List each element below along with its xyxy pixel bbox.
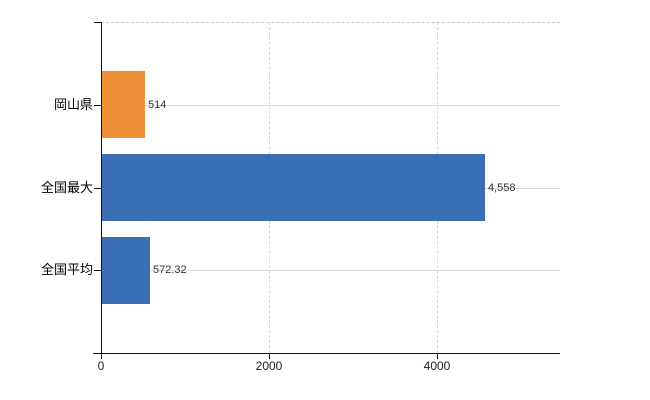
bar	[102, 154, 485, 221]
y-axis-end-tick	[94, 22, 101, 23]
plot-top-border	[101, 22, 560, 23]
x-axis-tick-label: 4000	[423, 359, 451, 373]
x-axis-line	[93, 353, 560, 354]
bar-value-label: 514	[148, 99, 167, 111]
y-axis-tick	[94, 105, 101, 106]
y-axis-label: 全国平均	[40, 262, 93, 277]
bar-value-label: 4,558	[488, 182, 516, 194]
bar-value-label: 572.32	[153, 264, 187, 276]
y-axis-line	[101, 22, 102, 354]
x-axis-tick-label: 2000	[255, 359, 283, 373]
x-axis-tick	[269, 354, 270, 359]
x-axis-tick	[437, 354, 438, 359]
y-axis-label: 岡山県	[53, 97, 93, 112]
bar	[102, 71, 145, 138]
y-axis-label: 全国最大	[40, 180, 93, 195]
bar	[102, 237, 150, 304]
gridline-horizontal	[101, 105, 560, 106]
gridline-horizontal	[101, 270, 560, 271]
y-axis-tick	[94, 270, 101, 271]
x-axis-tick	[101, 354, 102, 359]
x-axis-tick-label: 0	[97, 359, 105, 373]
y-axis-tick	[94, 188, 101, 189]
